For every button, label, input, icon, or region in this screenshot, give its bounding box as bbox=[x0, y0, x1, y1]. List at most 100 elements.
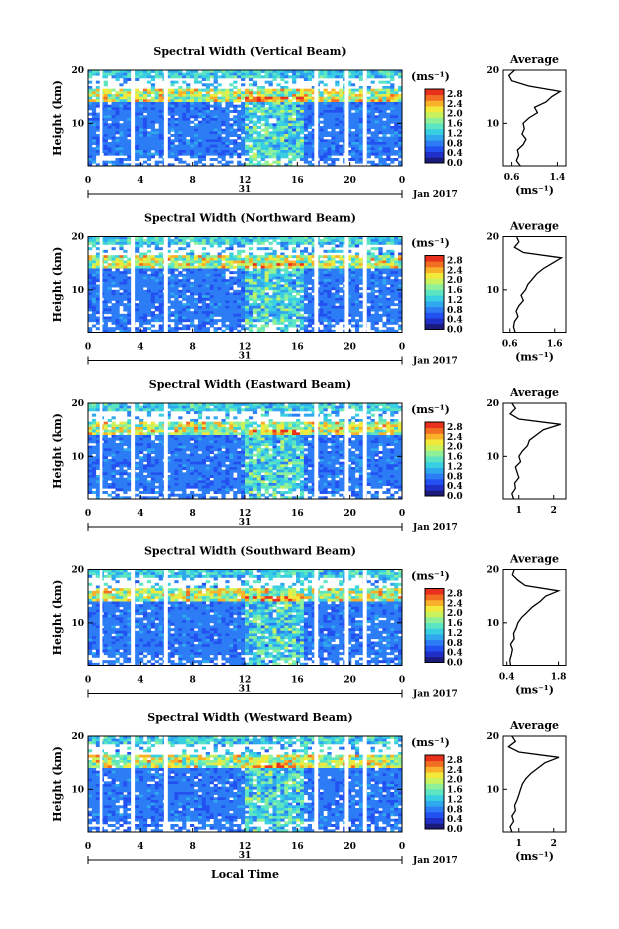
heatmap-cell bbox=[284, 292, 289, 296]
heatmap-cell bbox=[115, 239, 120, 243]
heatmap-cell bbox=[292, 403, 297, 406]
heatmap-cell bbox=[91, 268, 97, 272]
heatmap-cell bbox=[303, 324, 309, 328]
heatmap-cell bbox=[331, 329, 336, 333]
heatmap-cell bbox=[150, 329, 156, 333]
heatmap-cell bbox=[186, 88, 191, 92]
heatmap-cell bbox=[166, 316, 171, 320]
heatmap-cell bbox=[115, 265, 120, 269]
heatmap-cell bbox=[135, 155, 140, 159]
heatmap-cell bbox=[193, 329, 199, 333]
heatmap-cell bbox=[146, 70, 152, 73]
heatmap-cell bbox=[146, 405, 152, 409]
heatmap-cell bbox=[366, 236, 371, 240]
heatmap-cell bbox=[146, 257, 152, 261]
heatmap-cell bbox=[178, 319, 183, 323]
heatmap-cell bbox=[233, 134, 238, 137]
heatmap-cell bbox=[209, 319, 214, 323]
heatmap-cell bbox=[398, 99, 403, 103]
heatmap-cell bbox=[366, 319, 371, 323]
heatmap-cell bbox=[127, 263, 132, 267]
heatmap-cell bbox=[370, 99, 375, 103]
heatmap-cell bbox=[229, 155, 234, 159]
heatmap-cell bbox=[213, 236, 218, 240]
heatmap-cell bbox=[276, 276, 281, 280]
heatmap-cell bbox=[354, 271, 360, 275]
heatmap-cell bbox=[103, 96, 108, 100]
heatmap-cell bbox=[217, 252, 222, 256]
heatmap-cell bbox=[229, 255, 234, 259]
heatmap-cell bbox=[374, 271, 379, 275]
heatmap-cell bbox=[135, 94, 140, 97]
heatmap-cell bbox=[245, 126, 250, 129]
heatmap-cell bbox=[197, 94, 203, 97]
heatmap-cell bbox=[127, 257, 132, 261]
heatmap-cell bbox=[107, 311, 112, 315]
heatmap-cell bbox=[284, 99, 289, 103]
heatmap-cell bbox=[394, 260, 399, 264]
heatmap-cell bbox=[374, 128, 379, 132]
heatmap-cell bbox=[123, 313, 128, 317]
heatmap-cell bbox=[115, 271, 120, 275]
heatmap-cell bbox=[229, 247, 234, 251]
heatmap-cell bbox=[197, 142, 203, 145]
heatmap-cell bbox=[284, 155, 289, 159]
heatmap-cell bbox=[154, 152, 159, 156]
heatmap-cell bbox=[398, 255, 403, 259]
heatmap-cell bbox=[178, 91, 183, 95]
heatmap-cell bbox=[398, 303, 403, 307]
heatmap-cell bbox=[386, 94, 391, 97]
heatmap-cell bbox=[284, 257, 289, 261]
heatmap-cell bbox=[229, 324, 234, 328]
heatmap-cell bbox=[193, 78, 199, 81]
heatmap-cell bbox=[197, 75, 203, 79]
heatmap-cell bbox=[335, 118, 340, 121]
heatmap-cell bbox=[127, 313, 132, 317]
heatmap-cell bbox=[311, 102, 316, 105]
heatmap-cell bbox=[272, 249, 277, 253]
heatmap-cell bbox=[107, 88, 112, 92]
heatmap-cell bbox=[354, 244, 360, 248]
heatmap-cell bbox=[174, 152, 179, 156]
colorbar-segment bbox=[425, 123, 444, 130]
heatmap-cell bbox=[182, 147, 187, 151]
heatmap-cell bbox=[190, 120, 195, 124]
heatmap-cell bbox=[201, 144, 207, 148]
heatmap-cell bbox=[378, 155, 383, 159]
heatmap-cell bbox=[245, 110, 250, 113]
heatmap-cell bbox=[205, 316, 210, 320]
heatmap-cell bbox=[193, 279, 199, 283]
heatmap-cell bbox=[103, 403, 108, 406]
heatmap-cell bbox=[354, 155, 360, 159]
heatmap-cell bbox=[111, 305, 116, 309]
heatmap-cell bbox=[398, 107, 403, 111]
heatmap-cell bbox=[276, 300, 281, 304]
heatmap-cell bbox=[386, 88, 391, 92]
heatmap-cell bbox=[292, 102, 297, 105]
heatmap-cell bbox=[174, 303, 179, 307]
heatmap-cell bbox=[299, 295, 305, 299]
heatmap-cell bbox=[139, 292, 144, 296]
heatmap-cell bbox=[268, 255, 273, 259]
colorbar-segment bbox=[425, 117, 444, 124]
heatmap-cell bbox=[95, 136, 101, 140]
heatmap-cell bbox=[347, 329, 352, 333]
heatmap-cell bbox=[307, 94, 313, 97]
heatmap-cell bbox=[268, 150, 273, 153]
heatmap-cell bbox=[197, 260, 203, 264]
heatmap-cell bbox=[319, 80, 324, 84]
heatmap-cell bbox=[142, 142, 148, 145]
heatmap-cell bbox=[139, 265, 144, 269]
heatmap-cell bbox=[264, 131, 269, 135]
heatmap-cell bbox=[225, 403, 230, 406]
heatmap-cell bbox=[170, 118, 175, 121]
heatmap-cell bbox=[292, 118, 297, 121]
heatmap-cell bbox=[299, 241, 305, 245]
heatmap-cell bbox=[276, 128, 281, 132]
heatmap-cell bbox=[178, 292, 183, 296]
heatmap-cell bbox=[386, 268, 391, 272]
heatmap-cell bbox=[303, 120, 309, 124]
colorbar-segment bbox=[425, 261, 444, 268]
average-profile-line bbox=[512, 236, 564, 333]
heatmap-cell bbox=[370, 324, 375, 328]
